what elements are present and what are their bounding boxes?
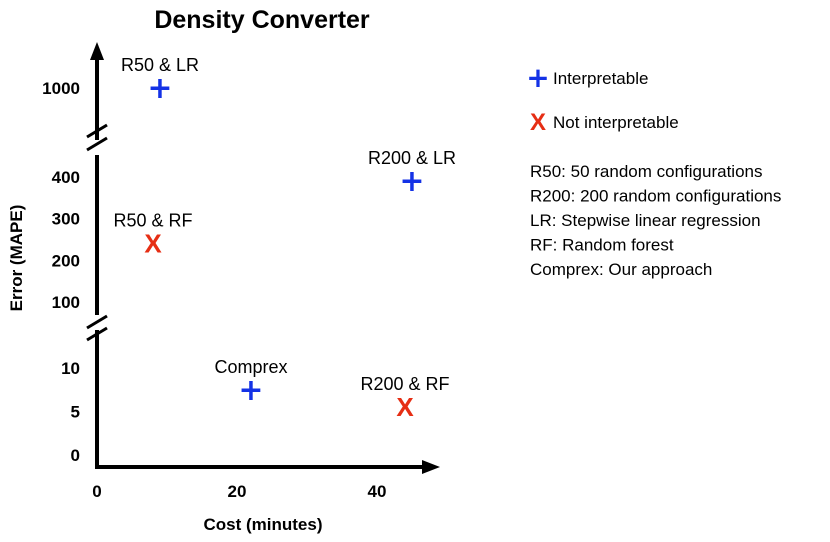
x-tick-labels: 0 20 40 (92, 482, 386, 501)
abbreviation-note: Comprex: Our approach (530, 260, 712, 279)
y-tick-label: 1000 (42, 79, 80, 98)
y-axis-arrow (90, 42, 104, 60)
x-tick-label: 20 (228, 482, 247, 501)
point-label: R50 & RF (113, 211, 192, 231)
legend-label-not-interpretable: Not interpretable (553, 113, 679, 132)
x-axis-arrow (422, 460, 440, 474)
abbreviation-notes: R50: 50 random configurations R200: 200 r… (530, 162, 781, 279)
chart-title: Density Converter (154, 6, 370, 34)
y-tick-label: 0 (71, 446, 80, 465)
not-interpretable-point-marker: X (144, 229, 162, 259)
legend-x-icon: X (530, 109, 546, 136)
interpretable-point-marker: + (238, 373, 263, 408)
interpretable-point-marker: + (147, 71, 172, 106)
axis-break-mark (86, 136, 108, 152)
x-tick-label: 0 (92, 482, 101, 501)
x-tick-label: 40 (368, 482, 387, 501)
not-interpretable-point-marker: X (396, 392, 414, 422)
point-label: R200 & LR (368, 148, 456, 168)
abbreviation-note: RF: Random forest (530, 236, 674, 255)
point-label: Comprex (214, 357, 287, 377)
interpretable-point-marker: + (399, 164, 424, 199)
axis-break-mark (86, 123, 108, 139)
legend-plus-icon: + (526, 61, 549, 94)
point-label: R200 & RF (360, 374, 449, 394)
point-label: R50 & LR (121, 55, 199, 75)
legend: + Interpretable X Not interpretable (526, 61, 678, 136)
y-tick-label: 400 (52, 168, 80, 187)
y-axis-label: Error (MAPE) (7, 205, 26, 312)
axis-break-mark (86, 326, 108, 342)
abbreviation-note: LR: Stepwise linear regression (530, 211, 761, 230)
y-tick-label: 300 (52, 210, 80, 229)
y-tick-label: 5 (71, 403, 80, 422)
y-tick-label: 200 (52, 251, 80, 270)
axes (86, 42, 440, 474)
y-tick-label: 10 (61, 359, 80, 378)
y-tick-label: 100 (52, 293, 80, 312)
axis-break-mark (86, 314, 108, 330)
x-axis-label: Cost (minutes) (204, 515, 323, 534)
abbreviation-note: R200: 200 random configurations (530, 187, 781, 206)
abbreviation-note: R50: 50 random configurations (530, 162, 762, 181)
y-tick-labels: 0 5 10 100 200 300 400 1000 (42, 79, 80, 465)
legend-label-interpretable: Interpretable (553, 69, 648, 88)
